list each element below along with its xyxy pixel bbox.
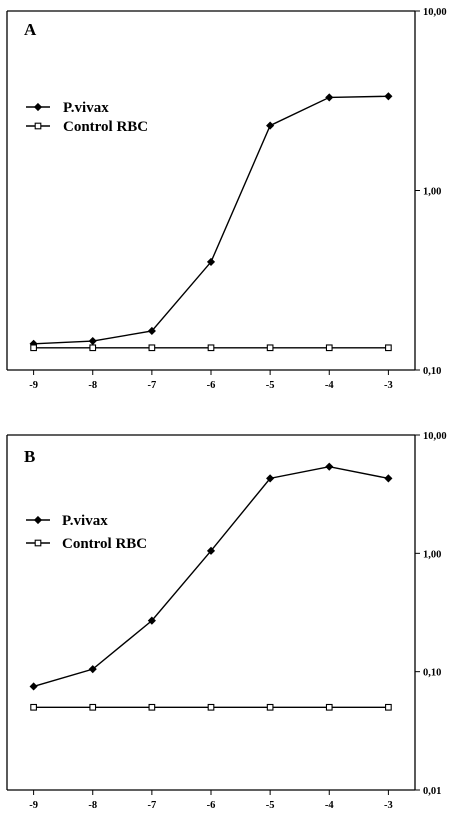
data-point [266,344,274,352]
legend-entry: Control RBC [26,536,147,552]
x-tick-label: -4 [325,800,334,811]
x-tick-label: -6 [207,800,216,811]
data-point [384,92,393,101]
data-point [148,344,156,352]
data-point [325,344,333,352]
legend-label: P.vivax [62,513,108,529]
data-point [266,703,274,711]
legend-marker [34,539,42,547]
y-tick-label: 10,00 [423,431,447,442]
panel-label: B [24,447,35,466]
legend-entry: P.vivax [26,513,108,529]
data-point [325,462,334,471]
data-point [30,703,37,711]
x-tick-label: -7 [147,800,156,811]
x-tick-label: -6 [207,380,216,391]
legend-marker [34,122,42,130]
series-line [33,465,389,688]
data-point [207,703,215,711]
series-control-rbc [30,703,392,711]
data-point [385,344,392,352]
data-point [88,665,97,674]
x-tick-label: -5 [266,380,275,391]
legend-label: Control RBC [62,536,147,552]
data-point [325,93,334,102]
x-tick-label: -3 [384,800,393,811]
legend-marker [33,102,43,112]
x-tick-label: -5 [266,800,275,811]
data-point [30,344,37,352]
legend-label: Control RBC [63,119,148,135]
series-control-rbc [30,344,392,352]
chart-panel-b: 0,01 0,10 1,00 10,00 -9 -8 -7 -6 -5 -4 -3 B P.vivax C… [6,431,447,811]
data-point [325,703,333,711]
x-tick-label: -9 [29,380,38,391]
data-point [206,257,216,266]
y-tick-label: 0,10 [423,668,441,679]
data-point [207,344,215,352]
legend-entry: Control RBC [26,119,148,135]
data-point [147,616,156,625]
x-tick-label: -7 [147,380,156,391]
data-point [384,474,393,483]
data-point [385,703,392,711]
legend-marker [33,515,43,525]
x-tick-label: -3 [384,380,393,391]
y-tick-label: 0,01 [423,786,441,797]
x-tick-label: -4 [325,380,334,391]
legend-entry: P.vivax [26,100,109,116]
data-point [266,121,275,130]
y-tick-label: 1,00 [423,187,441,198]
y-tick-label: 10,00 [423,7,447,18]
data-point [148,703,156,711]
data-point [266,474,275,483]
data-point [206,546,216,555]
chart-panel-a: 0,10 1,00 10,00 -9 -8 -7 -6 -5 -4 -3 A P.vivax Contr… [6,7,447,391]
legend-label: P.vivax [63,100,109,116]
x-tick-label: -8 [88,800,97,811]
data-point [147,326,156,336]
panel-label: A [24,20,37,39]
data-point [88,336,97,346]
y-tick-label: 0,10 [423,366,441,377]
data-point [29,682,38,691]
data-point [89,703,97,711]
series-p-vivax [29,92,393,348]
x-tick-label: -9 [29,800,38,811]
x-tick-label: -8 [88,380,97,391]
series-p-vivax [29,462,393,691]
data-point [89,344,97,352]
y-tick-label: 1,00 [423,549,441,560]
